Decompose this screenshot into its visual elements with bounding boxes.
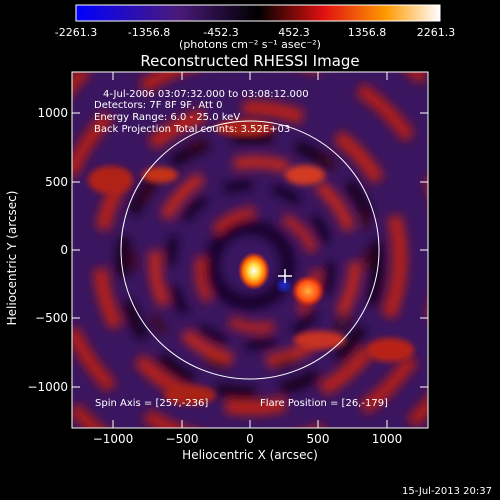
x-tick-label: −500 [165, 432, 199, 446]
y-tick-label: 500 [45, 175, 68, 189]
plot-title: Reconstructed RHESSI Image [140, 52, 360, 70]
x-tick-label: 500 [306, 432, 330, 446]
flare-position-text: Flare Position = [26,-179] [260, 398, 388, 409]
solar-limb-circle [120, 120, 380, 380]
x-tick-label: −1000 [92, 432, 134, 446]
colorbar-tick-label: -2261.3 [54, 26, 98, 39]
detectors-text: Detectors: 7F 8F 9F, Att 0 [94, 100, 223, 111]
spin-axis-text: Spin Axis = [257,-236] [95, 398, 209, 409]
primary-peak [238, 252, 270, 290]
y-tick-label: −500 [35, 311, 68, 325]
y-tick-label: 1000 [37, 106, 68, 120]
colorbar-tick-label: -1356.8 [127, 26, 171, 39]
colorbar-tick-label: 1356.8 [347, 26, 387, 39]
x-axis-label: Heliocentric X (arcsec) [182, 448, 318, 462]
method-counts-text: Back Projection Total counts: 3.52E+03 [94, 124, 291, 135]
y-tick-label: 0 [60, 243, 68, 257]
secondary-peak [291, 275, 325, 307]
x-tick-label: 0 [246, 432, 254, 446]
footer-date: 15-Jul-2013 20:37 [401, 486, 492, 497]
x-tick-label: 1000 [371, 432, 403, 446]
axis-ticks [72, 72, 428, 428]
colorbar [75, 4, 441, 22]
y-axis-label: Heliocentric Y (arcsec) [5, 190, 19, 326]
time-range-text: 4-Jul-2006 03:07:32.000 to 03:08:12.000 [103, 89, 309, 100]
energy-range-text: Energy Range: 6.0 - 25.0 keV [94, 112, 241, 123]
colorbar-tick-label: 2261.3 [416, 26, 456, 39]
colorbar-tick-label: 452.3 [278, 26, 310, 39]
heatmap-image [72, 72, 428, 428]
colorbar-units-label: (photons cm⁻² s⁻¹ asec⁻²) [179, 38, 321, 51]
spin-axis-marker [278, 269, 292, 283]
colorbar-tick-label: -452.3 [203, 26, 239, 39]
y-tick-label: −1000 [27, 380, 68, 394]
